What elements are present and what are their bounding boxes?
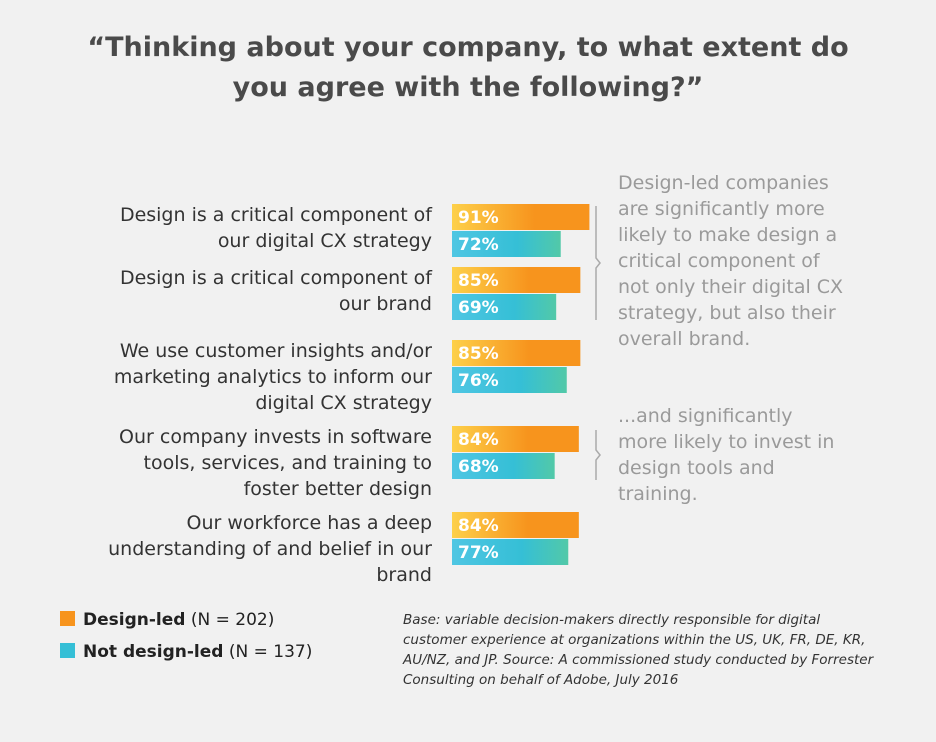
value-label: 85%: [458, 344, 499, 364]
bar: [452, 367, 567, 393]
bar: [452, 453, 555, 479]
value-label: 91%: [458, 208, 499, 228]
bar: [452, 204, 590, 230]
category-label: Design is a critical component of our br…: [119, 267, 432, 315]
category-label: We use customer insights and/or marketin…: [113, 340, 432, 414]
bar: [452, 539, 569, 565]
category-label: Our workforce has a deep understanding o…: [108, 512, 432, 586]
value-label: 85%: [458, 271, 499, 291]
category-label: Our company invests in software tools, s…: [119, 426, 432, 500]
legend-item: Not design-led (N = 137): [60, 642, 312, 662]
annotation: ...and significantly more likely to inve…: [618, 405, 835, 505]
bar: [452, 267, 581, 293]
legend-swatch: [60, 643, 75, 658]
brace: [595, 430, 601, 480]
value-label: 84%: [458, 430, 499, 450]
legend-note: (N = 137): [228, 642, 313, 662]
brace: [595, 206, 601, 320]
value-label: 68%: [458, 457, 499, 477]
legend-note: (N = 202): [190, 610, 275, 630]
legend-item: Design-led (N = 202): [60, 610, 274, 630]
annotation: Design-led companies are significantly m…: [618, 172, 844, 350]
legend-swatch: [60, 611, 75, 626]
legend-label: Design-led: [83, 610, 186, 630]
bar: [452, 426, 579, 452]
footnote: Base: variable decision-makers directly …: [403, 612, 874, 688]
value-label: 77%: [458, 543, 499, 563]
bar: [452, 512, 579, 538]
value-label: 84%: [458, 516, 499, 536]
chart-title: “Thinking about your company, to what ex…: [87, 32, 849, 103]
value-label: 69%: [458, 298, 499, 318]
value-label: 76%: [458, 371, 499, 391]
category-label: Design is a critical component of our di…: [119, 204, 432, 252]
legend-label: Not design-led: [83, 642, 224, 662]
value-label: 72%: [458, 235, 499, 255]
bar: [452, 340, 581, 366]
bar: [452, 231, 561, 257]
bar: [452, 294, 557, 320]
